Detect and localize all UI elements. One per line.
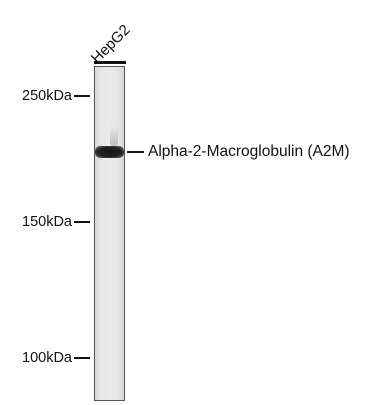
marker-tick [74,357,90,359]
marker-label: 100kDa [22,350,72,366]
marker-tick [74,95,90,97]
blot-lane [94,66,125,401]
band-indicator-tick [127,151,144,153]
marker-tick [74,221,90,223]
marker-250kda: 250kDa [0,88,92,104]
band-label: Alpha-2-Macroglobulin (A2M) [148,143,350,160]
marker-100kda: 100kDa [0,350,92,366]
sample-bar [94,61,126,64]
marker-label: 150kDa [22,214,72,230]
marker-150kda: 150kDa [0,214,92,230]
band-smear [110,126,118,146]
marker-label: 250kDa [22,88,72,104]
protein-band [95,146,124,158]
